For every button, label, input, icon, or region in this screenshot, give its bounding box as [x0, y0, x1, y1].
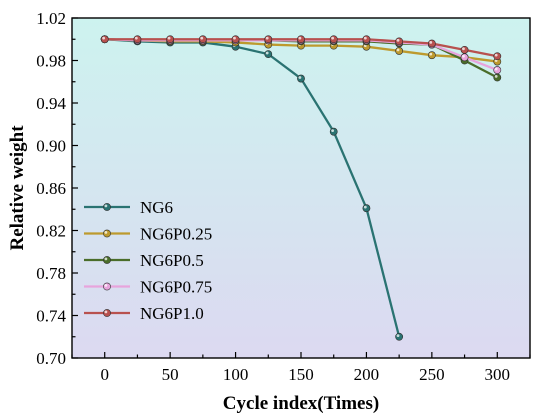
- data-point: [297, 74, 305, 83]
- legend-item: NG6P0.75: [84, 278, 212, 297]
- x-tick-label: 200: [354, 365, 380, 384]
- legend-marker: [103, 256, 111, 264]
- y-axis-title: Relative weight: [7, 125, 28, 251]
- legend-marker: [103, 229, 111, 238]
- data-point: [231, 35, 240, 44]
- legend-label: NG6P0.5: [140, 251, 204, 270]
- data-point: [460, 53, 469, 62]
- legend-label: NG6P0.25: [140, 225, 212, 244]
- legend-label: NG6P1.0: [140, 304, 204, 323]
- series-layer: [100, 35, 502, 341]
- y-tick-label: 0.70: [36, 349, 66, 368]
- data-point: [329, 35, 338, 44]
- x-axis-title: Cycle index(Times): [223, 393, 379, 414]
- data-point: [427, 39, 436, 48]
- data-point: [198, 35, 207, 44]
- y-axis: 0.70 0.74 0.78 0.82 0.86 0.90 0.94 0.98 1.02: [36, 9, 78, 368]
- data-point: [493, 52, 502, 61]
- x-tick-label: 50: [162, 365, 179, 384]
- data-point: [264, 35, 273, 44]
- data-point: [362, 35, 371, 44]
- data-point: [297, 35, 305, 44]
- data-point: [395, 47, 404, 55]
- legend: NG6 NG6P0.25 NG6P0.5 NG6P0.75 NG6P1.0: [84, 198, 212, 323]
- data-point: [493, 73, 502, 82]
- x-tick-label: 250: [419, 365, 445, 384]
- y-tick-label: 0.86: [36, 179, 66, 198]
- data-point: [362, 204, 371, 213]
- data-point: [493, 57, 502, 66]
- x-axis: 0 50 100 150 200 250 300: [71, 352, 531, 384]
- y-tick-label: 0.98: [36, 52, 66, 71]
- legend-marker: [103, 309, 111, 317]
- data-point: [100, 35, 109, 44]
- series-NG6P1.0: [100, 35, 502, 61]
- x-tick-label: 100: [223, 365, 249, 384]
- data-point: [427, 51, 436, 60]
- legend-marker: [103, 203, 111, 211]
- legend-item: NG6P1.0: [84, 304, 204, 323]
- data-point: [329, 127, 338, 136]
- data-point: [133, 35, 142, 44]
- x-tick-label: 300: [485, 365, 511, 384]
- data-point: [395, 37, 404, 46]
- legend-label: NG6P0.75: [140, 278, 212, 297]
- x-tick-label: 150: [288, 365, 314, 384]
- data-point: [166, 35, 175, 44]
- data-point: [460, 45, 469, 54]
- legend-item: NG6P0.5: [84, 251, 204, 270]
- legend-item: NG6: [84, 198, 173, 217]
- data-point: [362, 42, 371, 51]
- y-tick-label: 0.94: [36, 94, 66, 113]
- y-tick-label: 0.74: [36, 307, 66, 326]
- legend-marker: [103, 282, 111, 291]
- data-point: [493, 66, 502, 74]
- x-tick-label: 0: [100, 365, 109, 384]
- legend-label: NG6: [140, 198, 173, 217]
- legend-item: NG6P0.25: [84, 225, 212, 244]
- y-tick-label: 0.82: [36, 222, 66, 241]
- y-tick-label: 0.78: [36, 264, 66, 283]
- y-tick-label: 0.90: [36, 137, 66, 156]
- y-tick-label: 1.02: [36, 9, 66, 28]
- data-point: [395, 332, 404, 341]
- data-point: [264, 50, 273, 59]
